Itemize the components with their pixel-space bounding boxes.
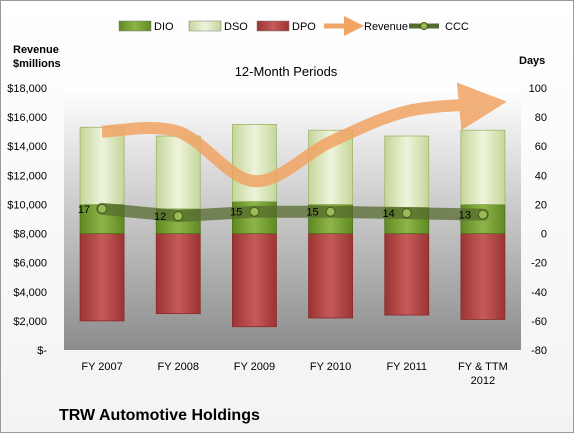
- right-axis-tick-label: 0: [541, 229, 547, 241]
- left-axis-tick-label: $8,000: [13, 229, 47, 241]
- right-axis-tick-label: 40: [535, 170, 547, 182]
- dso-bar: [384, 135, 430, 208]
- dso-bar: [155, 135, 201, 210]
- dpo-bar: [384, 233, 430, 316]
- dso-bar: [460, 129, 506, 205]
- dso-bar: [232, 123, 277, 202]
- ccc-data-label: 17: [78, 204, 90, 216]
- right-axis-label: Days: [519, 55, 546, 67]
- legend-swatch-dso: [188, 20, 222, 32]
- ccc-point: [249, 206, 260, 217]
- left-axis-tick-label: $-: [37, 345, 47, 357]
- category-tick-label: FY & TTM: [458, 361, 508, 373]
- category-tick-label: FY 2008: [158, 361, 199, 373]
- right-axis-tick-label: -80: [531, 345, 547, 357]
- right-axis-tick-label: 60: [535, 141, 547, 153]
- dpo-bar: [79, 233, 125, 322]
- legend-label-revenue: Revenue: [364, 21, 408, 33]
- category-tick-label: FY 2011: [386, 361, 427, 373]
- ccc-data-label: 15: [230, 207, 242, 219]
- ccc-point: [401, 208, 412, 219]
- revenue-line: [101, 82, 507, 188]
- left-axis-tick-label: $16,000: [7, 112, 47, 124]
- dpo-bar: [232, 233, 277, 328]
- left-axis-tick-label: $2,000: [13, 316, 47, 328]
- legend: DIO DSO DPO Revenue CCC: [118, 16, 469, 36]
- left-axis-tick-label: $10,000: [7, 199, 47, 211]
- right-axis-tick-label: -20: [531, 258, 547, 270]
- dso-bar: [79, 126, 125, 205]
- left-axis-tick-label: $18,000: [7, 83, 47, 95]
- left-axis-ticks: $- $2,000 $4,000 $6,000 $8,000 $10,000 $12,000…: [7, 83, 47, 357]
- left-axis-tick-label: $6,000: [13, 258, 47, 270]
- left-axis-label-line2: $millions: [13, 58, 61, 70]
- ccc-point: [173, 211, 184, 222]
- right-axis-tick-label: -60: [531, 316, 547, 328]
- legend-swatch-dpo: [256, 20, 290, 32]
- ccc-data-label: 14: [383, 208, 395, 220]
- legend-label-dio: DIO: [154, 21, 174, 33]
- dpo-bar: [155, 233, 201, 315]
- ccc-point: [477, 209, 488, 220]
- right-axis-tick-label: 20: [535, 199, 547, 211]
- left-axis-label-line1: Revenue: [13, 44, 59, 56]
- company-name: TRW Automotive Holdings: [59, 407, 260, 424]
- dpo-bar: [460, 233, 506, 320]
- category-tick-label: FY 2009: [234, 361, 275, 373]
- right-axis-ticks: -80 -60 -40 -20 0 20 40 60 80 100: [529, 83, 547, 357]
- legend-swatch-ccc-point: [420, 22, 428, 30]
- legend-label-ccc: CCC: [445, 21, 469, 33]
- ccc-point: [97, 203, 108, 214]
- category-tick-label: 2012: [471, 375, 495, 387]
- right-axis-tick-label: 100: [529, 83, 547, 95]
- right-axis-tick-label: -40: [531, 287, 547, 299]
- legend-swatch-dio: [118, 20, 152, 32]
- left-axis-tick-label: $14,000: [7, 141, 47, 153]
- ccc-data-label: 13: [459, 210, 471, 222]
- left-axis-tick-label: $4,000: [13, 287, 47, 299]
- ccc-data-label: 15: [306, 207, 318, 219]
- legend-label-dso: DSO: [224, 21, 248, 33]
- legend-label-dpo: DPO: [292, 21, 316, 33]
- chart-title: 12-Month Periods: [234, 64, 338, 79]
- category-tick-label: FY 2010: [310, 361, 351, 373]
- ccc-line: [96, 202, 489, 223]
- ccc-data-label: 12: [154, 211, 166, 223]
- right-axis-tick-label: 80: [535, 112, 547, 124]
- category-tick-label: FY 2007: [81, 361, 122, 373]
- line-group: 17 12 15 15 14 13: [78, 82, 507, 223]
- ccc-point: [325, 206, 336, 217]
- dpo-bar: [308, 233, 353, 319]
- left-axis-tick-label: $12,000: [7, 170, 47, 182]
